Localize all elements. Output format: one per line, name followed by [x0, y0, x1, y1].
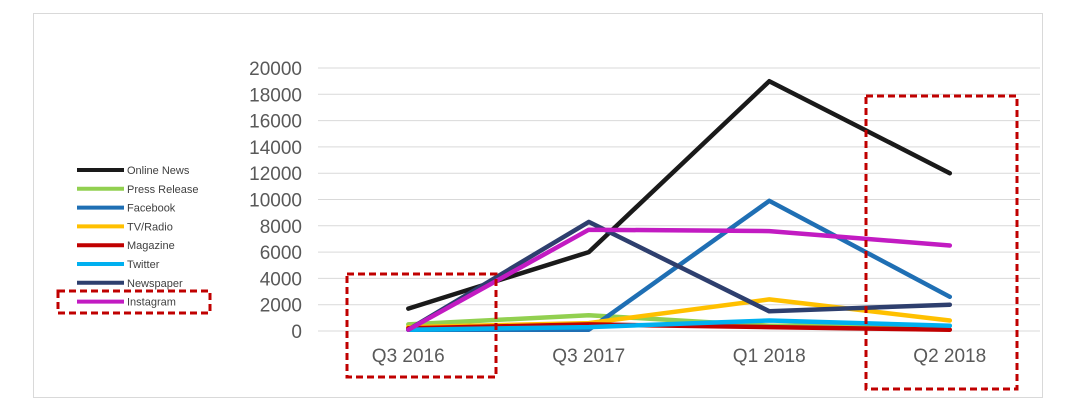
series-lines — [406, 78, 953, 332]
highlight-box-q3-2016 — [345, 272, 498, 379]
y-tick-label: 4000 — [260, 269, 302, 290]
legend-item-instagram: Instagram — [77, 297, 176, 309]
legend-item-online-news: Online News — [77, 165, 190, 177]
legend: Online News Press Release Facebook TV/Radio… — [77, 165, 199, 309]
series-line-online-news — [406, 78, 953, 311]
legend-item-tv-radio: TV/Radio — [77, 221, 173, 233]
highlight-box-q2-2018 — [864, 94, 1019, 391]
legend-item-press-release: Press Release — [77, 184, 199, 196]
legend-item-twitter: Twitter — [77, 259, 160, 271]
legend-label: Online News — [127, 165, 190, 177]
series-line-press-release — [406, 312, 953, 328]
y-tick-label: 0 — [291, 322, 302, 343]
x-tick-label: Q2 2018 — [913, 346, 986, 367]
y-tick-label: 6000 — [260, 243, 302, 264]
y-tick-label: 12000 — [249, 164, 302, 185]
series-line-instagram — [406, 227, 953, 332]
y-tick-label: 2000 — [260, 296, 302, 317]
y-tick-label: 14000 — [249, 138, 302, 159]
series-line-newspaper — [406, 219, 953, 332]
y-axis-ticks: 0 2000 4000 6000 8000 10000 12000 14000 16000 180… — [249, 59, 302, 343]
legend-label: Instagram — [127, 297, 176, 309]
x-axis-labels: Q3 2016 Q3 2017 Q1 2018 Q2 2018 — [372, 346, 986, 367]
legend-item-magazine: Magazine — [77, 240, 175, 252]
legend-label: Twitter — [127, 259, 160, 271]
highlight-boxes — [56, 94, 1019, 391]
y-tick-label: 8000 — [260, 217, 302, 238]
x-tick-label: Q1 2018 — [733, 346, 806, 367]
legend-label: TV/Radio — [127, 221, 173, 233]
legend-label: Magazine — [127, 240, 175, 252]
series-line-twitter — [406, 318, 953, 332]
legend-item-newspaper: Newspaper — [77, 278, 183, 290]
y-tick-label: 16000 — [249, 112, 302, 133]
y-tick-label: 10000 — [249, 191, 302, 212]
legend-label: Facebook — [127, 203, 176, 215]
legend-label: Press Release — [127, 184, 199, 196]
legend-item-facebook: Facebook — [77, 203, 176, 215]
y-tick-label: 18000 — [249, 85, 302, 106]
chart-frame — [33, 13, 1043, 398]
x-tick-label: Q3 2016 — [372, 346, 445, 367]
y-tick-label: 20000 — [249, 59, 302, 80]
legend-label: Newspaper — [127, 278, 183, 290]
x-tick-label: Q3 2017 — [552, 346, 625, 367]
gridlines — [318, 67, 1040, 332]
highlight-box-instagram — [56, 289, 212, 315]
